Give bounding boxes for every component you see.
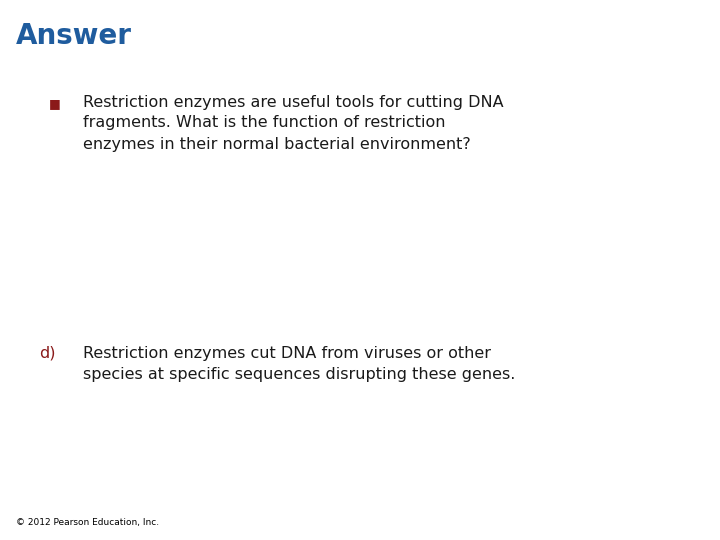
Text: Answer: Answer: [16, 22, 132, 50]
Text: ■: ■: [49, 97, 60, 110]
Text: © 2012 Pearson Education, Inc.: © 2012 Pearson Education, Inc.: [16, 517, 159, 526]
Text: d): d): [40, 346, 56, 361]
Text: Restriction enzymes are useful tools for cutting DNA
fragments. What is the func: Restriction enzymes are useful tools for…: [83, 94, 503, 152]
Text: Restriction enzymes cut DNA from viruses or other
species at specific sequences : Restriction enzymes cut DNA from viruses…: [83, 346, 516, 382]
